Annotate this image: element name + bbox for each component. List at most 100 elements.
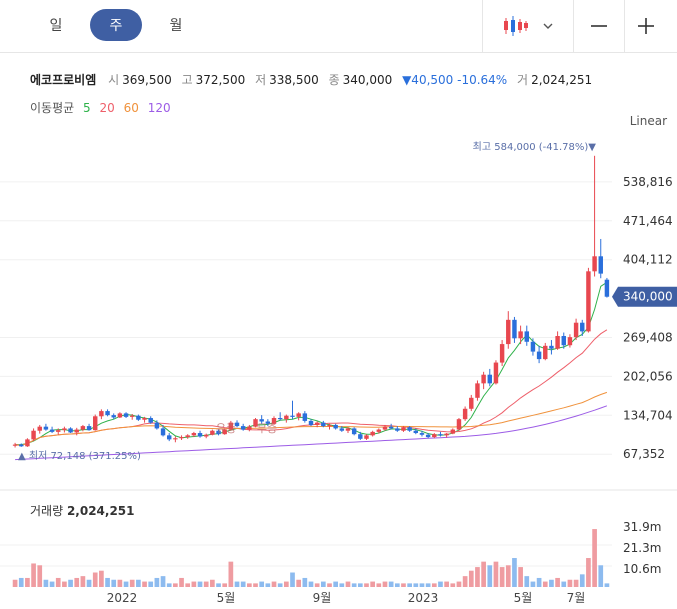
y-tick-label: 202,056	[623, 369, 673, 383]
candle-body	[68, 428, 73, 433]
scale-mode-toggle[interactable]: Linear	[629, 114, 667, 128]
candle-body	[506, 319, 511, 345]
ma-20-label: 20	[99, 101, 115, 115]
volume-bar	[505, 565, 511, 587]
volume-bar	[579, 574, 585, 587]
candle-body	[487, 374, 493, 384]
volume-bar	[105, 577, 110, 587]
candle-body	[37, 426, 42, 431]
chart-type-selector[interactable]	[482, 0, 573, 52]
candle-body	[413, 430, 419, 434]
moving-average-legend: 이동평균 5 20 60 120	[30, 99, 176, 116]
candle-body	[203, 434, 209, 437]
low-value: 338,500	[269, 73, 319, 87]
y-tick-label: 269,408	[623, 330, 673, 344]
candle-body	[105, 411, 110, 416]
volume-title: 거래량 2,024,251	[30, 504, 135, 518]
candle-body	[111, 415, 116, 418]
candle-body	[265, 421, 271, 424]
volume-bar	[320, 581, 326, 587]
volume-bar	[431, 583, 437, 587]
candle-body	[210, 430, 215, 435]
candle-body	[549, 345, 554, 349]
minus-icon	[591, 25, 607, 27]
candle-body	[222, 429, 227, 435]
close-value: 340,000	[342, 73, 393, 87]
candle-body	[179, 437, 184, 439]
volume-bar	[210, 579, 215, 587]
x-tick-label: 5월	[217, 591, 236, 605]
y-tick-label: 404,112	[623, 253, 673, 267]
candle-body	[259, 419, 264, 422]
zoom-out-button[interactable]	[573, 0, 624, 52]
candle-body	[382, 426, 388, 430]
high-label: 고	[181, 73, 193, 87]
volume-bar	[561, 581, 567, 587]
x-axis: 2022 5월 9월 2023 5월 7월	[107, 591, 586, 605]
volume-bar	[586, 558, 591, 587]
candle-body	[401, 427, 406, 431]
volume-bar	[401, 583, 406, 587]
event-marker-label: 무증	[257, 422, 277, 435]
candle-body	[123, 413, 129, 417]
y-tick-label: 538,816	[623, 175, 673, 189]
volume-bar	[234, 581, 240, 587]
tab-day[interactable]: 일	[49, 18, 63, 34]
volume-bar	[216, 583, 221, 587]
volume-bar	[542, 581, 548, 587]
volume-bar	[487, 565, 493, 587]
volume-bar	[86, 579, 92, 587]
candle-body	[567, 337, 573, 346]
volume-bar	[407, 583, 412, 587]
candle-body	[74, 429, 79, 433]
volume-bar	[203, 581, 209, 587]
grid-lines	[0, 181, 677, 567]
tab-month[interactable]: 월	[169, 18, 183, 34]
volume-value: 2,024,251	[531, 73, 593, 87]
volume-bar	[339, 583, 345, 587]
candle-body	[99, 411, 104, 417]
candle-body	[561, 336, 566, 346]
volume-bar	[265, 583, 271, 587]
period-tabs: 일 주 월	[30, 9, 202, 41]
volume-bar	[185, 583, 191, 587]
volume-bar	[370, 581, 375, 587]
change-value: ▼40,500 -10.64%	[402, 73, 508, 87]
volume-bar	[123, 581, 129, 587]
candle-body	[395, 428, 400, 431]
volume-bar	[25, 577, 30, 587]
volume-bar	[253, 583, 258, 587]
candle-body	[247, 426, 252, 430]
x-tick-label: 5월	[514, 591, 533, 605]
candlestick-icon	[504, 16, 528, 36]
candle-body	[197, 433, 203, 437]
candle-body	[524, 331, 529, 342]
candle-body	[31, 430, 36, 440]
volume-bar	[271, 581, 277, 587]
volume-bar	[518, 567, 523, 587]
y-tick-label: 134,704	[623, 408, 673, 422]
candle-body	[154, 422, 160, 429]
tab-week[interactable]: 주	[90, 9, 142, 41]
volume-bar	[296, 579, 302, 587]
candle-body	[290, 415, 295, 417]
candle-body	[450, 429, 456, 434]
candle-body	[456, 419, 462, 430]
candle-body	[499, 344, 505, 363]
candle-body	[358, 434, 363, 439]
volume-bar	[259, 581, 265, 587]
ma-120-line	[15, 405, 608, 461]
current-price-badge	[612, 286, 677, 307]
volume-tick-label: 31.9m	[623, 520, 661, 534]
max-price-label: 최고 584,000 (-41.78%)▼	[473, 141, 597, 153]
volume-bar	[314, 583, 320, 587]
y-tick-label: 67,352	[623, 447, 665, 461]
volume-bar	[333, 581, 339, 587]
volume-bar	[277, 583, 283, 587]
zoom-in-button[interactable]	[624, 0, 677, 52]
candle-body	[253, 419, 258, 427]
x-tick-label: 7월	[567, 591, 586, 605]
candle-body	[333, 424, 338, 429]
candle-body	[166, 435, 172, 440]
